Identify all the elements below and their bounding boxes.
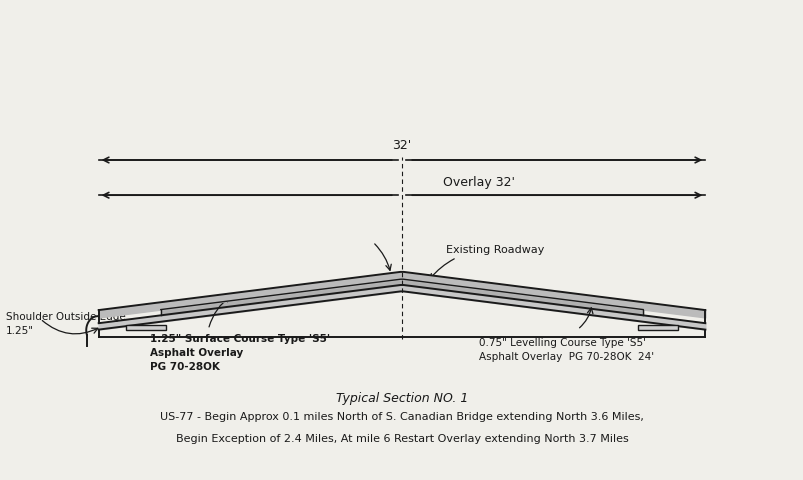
- Bar: [637, 325, 677, 330]
- Text: Overlay 32': Overlay 32': [442, 176, 514, 189]
- Bar: [126, 325, 166, 330]
- Text: 0.75" Levelling Course Type 'S5'
Asphalt Overlay  PG 70-28OK  24': 0.75" Levelling Course Type 'S5' Asphalt…: [478, 338, 653, 362]
- Text: US-77 - Begin Approx 0.1 miles North of S. Canadian Bridge extending North 3.6 M: US-77 - Begin Approx 0.1 miles North of …: [160, 412, 643, 422]
- Text: Begin Exception of 2.4 Miles, At mile 6 Restart Overlay extending North 3.7 Mile: Begin Exception of 2.4 Miles, At mile 6 …: [175, 434, 628, 444]
- Text: Shoulder Outside Edge
1.25": Shoulder Outside Edge 1.25": [6, 312, 125, 336]
- Text: Typical Section NO. 1: Typical Section NO. 1: [336, 392, 467, 405]
- Text: Existing Roadway: Existing Roadway: [430, 245, 544, 278]
- Text: 1.25" Surface Course Type 'S5'
Asphalt Overlay
PG 70-28OK: 1.25" Surface Course Type 'S5' Asphalt O…: [149, 334, 329, 372]
- Text: 32': 32': [392, 139, 411, 152]
